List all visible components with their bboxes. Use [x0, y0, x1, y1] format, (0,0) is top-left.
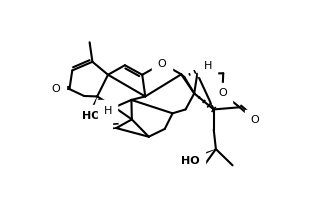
Text: O: O — [251, 115, 259, 125]
Text: O: O — [51, 84, 60, 94]
Text: H: H — [204, 61, 212, 71]
Text: O: O — [218, 89, 227, 98]
Text: HO: HO — [181, 157, 200, 166]
Text: O: O — [158, 58, 166, 68]
Polygon shape — [88, 96, 97, 116]
Polygon shape — [188, 149, 216, 161]
Text: HO: HO — [83, 111, 101, 121]
Text: H: H — [103, 106, 112, 116]
